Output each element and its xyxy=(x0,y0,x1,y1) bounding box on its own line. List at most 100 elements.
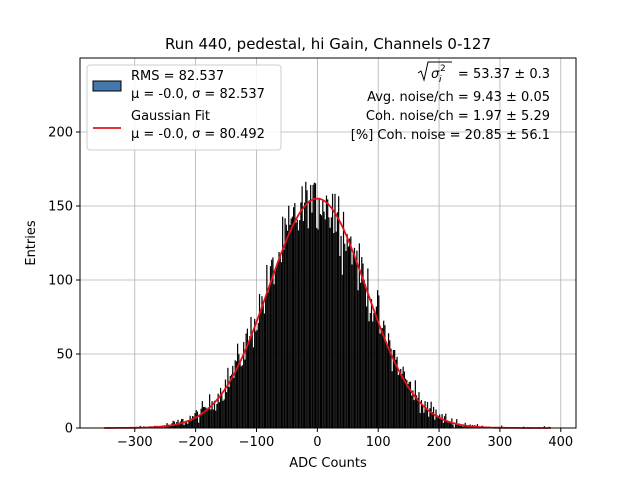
histogram-bar xyxy=(265,297,266,428)
histogram-bar xyxy=(187,424,188,428)
histogram-bar xyxy=(321,215,322,428)
histogram-bar xyxy=(327,199,328,428)
histogram-bar xyxy=(420,413,421,428)
histogram-bar xyxy=(339,256,340,428)
histogram-bar xyxy=(263,302,264,428)
x-tick-label: 0 xyxy=(313,435,321,450)
histogram-bar xyxy=(254,319,255,428)
histogram-bar xyxy=(196,410,197,428)
sqrt-sigma-value: = 53.37 ± 0.3 xyxy=(458,67,550,82)
histogram-bar xyxy=(319,198,320,428)
histogram-bar xyxy=(338,196,339,428)
histogram-bar xyxy=(417,398,418,428)
histogram-bar xyxy=(316,228,317,428)
histogram-bar xyxy=(261,296,262,428)
noise-annotations: σ 2 i = 53.37 ± 0.3 Avg. noise/ch = 9.43… xyxy=(351,62,550,143)
histogram-bar xyxy=(222,401,223,428)
histogram-bar xyxy=(350,237,351,428)
histogram-bar xyxy=(351,265,352,428)
histogram-bar xyxy=(199,415,200,428)
histogram-bar xyxy=(287,231,288,428)
histogram-bar xyxy=(227,368,228,428)
histogram-bar xyxy=(228,387,229,428)
histogram-bar xyxy=(297,220,298,428)
histogram-bar xyxy=(379,334,380,428)
x-tick-label: −100 xyxy=(239,435,275,450)
histogram-bar xyxy=(315,183,316,428)
histogram-bar xyxy=(381,328,382,428)
histogram-bar xyxy=(302,186,303,428)
histogram-bar xyxy=(197,412,198,428)
histogram-bar xyxy=(276,267,277,428)
histogram-bar xyxy=(326,196,327,428)
histogram-bar xyxy=(299,220,300,428)
histogram-bar xyxy=(226,392,227,428)
histogram-bar xyxy=(317,229,318,428)
histogram-bar xyxy=(399,372,400,428)
histogram-bar xyxy=(208,407,209,428)
histogram-bar xyxy=(392,371,393,428)
histogram-bar xyxy=(343,212,344,428)
histogram-bar xyxy=(191,421,192,428)
histogram-bar xyxy=(306,190,307,428)
histogram-bar xyxy=(355,259,356,428)
histogram-bar xyxy=(293,207,294,428)
histogram-bar xyxy=(248,344,249,428)
histogram-bar xyxy=(360,283,361,428)
histogram-bar xyxy=(365,284,366,428)
histogram-bar xyxy=(230,376,231,428)
histogram-bar xyxy=(231,375,232,428)
histogram-bar xyxy=(291,219,292,428)
histogram-bar xyxy=(237,344,238,428)
y-tick-label: 150 xyxy=(48,200,73,215)
y-tick-label: 0 xyxy=(65,422,73,437)
chart-title: Run 440, pedestal, hi Gain, Channels 0-1… xyxy=(165,35,491,53)
histogram-bar xyxy=(358,290,359,428)
sqrt-sigma-annotation: σ 2 i = 53.37 ± 0.3 xyxy=(418,62,550,85)
histogram-bar xyxy=(442,414,443,428)
x-tick-label: 400 xyxy=(548,435,573,450)
histogram-bar xyxy=(411,395,412,428)
histogram-bar xyxy=(244,360,245,428)
histogram-bar xyxy=(330,228,331,428)
histogram-bar xyxy=(314,183,315,428)
histogram-bar xyxy=(277,263,278,428)
y-tick-label: 50 xyxy=(56,348,73,363)
histogram-bar xyxy=(209,394,210,428)
histogram-bar xyxy=(216,404,217,428)
histogram-bar xyxy=(224,399,225,428)
histogram-bar xyxy=(426,410,427,428)
histogram-bar xyxy=(185,423,186,428)
histogram-bar xyxy=(286,225,287,428)
histogram-bar xyxy=(377,290,378,428)
histogram-bar xyxy=(333,233,334,428)
histogram-bar xyxy=(221,394,222,428)
histogram-bar xyxy=(271,260,272,428)
histogram-bar xyxy=(310,185,311,428)
histogram-bar xyxy=(249,336,250,428)
legend-histogram-name: RMS = 82.537 xyxy=(131,69,224,84)
histogram-bar xyxy=(264,313,265,428)
histogram-bar xyxy=(292,217,293,428)
histogram-bar xyxy=(242,365,243,428)
histogram-bar xyxy=(256,330,257,428)
histogram-bar xyxy=(260,312,261,428)
histogram-bar xyxy=(368,321,369,428)
histogram-bar xyxy=(398,375,399,428)
histogram-bar xyxy=(390,349,391,428)
histogram-bar xyxy=(331,217,332,428)
histogram-bar xyxy=(233,378,234,428)
histogram-bar xyxy=(322,200,323,428)
histogram-bar xyxy=(210,410,211,428)
histogram-bar xyxy=(415,380,416,428)
histogram-bar xyxy=(239,362,240,428)
histogram-bar xyxy=(267,292,268,428)
histogram-bar xyxy=(255,331,256,428)
histogram-bar xyxy=(370,313,371,428)
sqrt-sigma-superscript: 2 xyxy=(440,64,446,74)
histogram-bar xyxy=(434,420,435,428)
histogram-bar xyxy=(412,390,413,428)
